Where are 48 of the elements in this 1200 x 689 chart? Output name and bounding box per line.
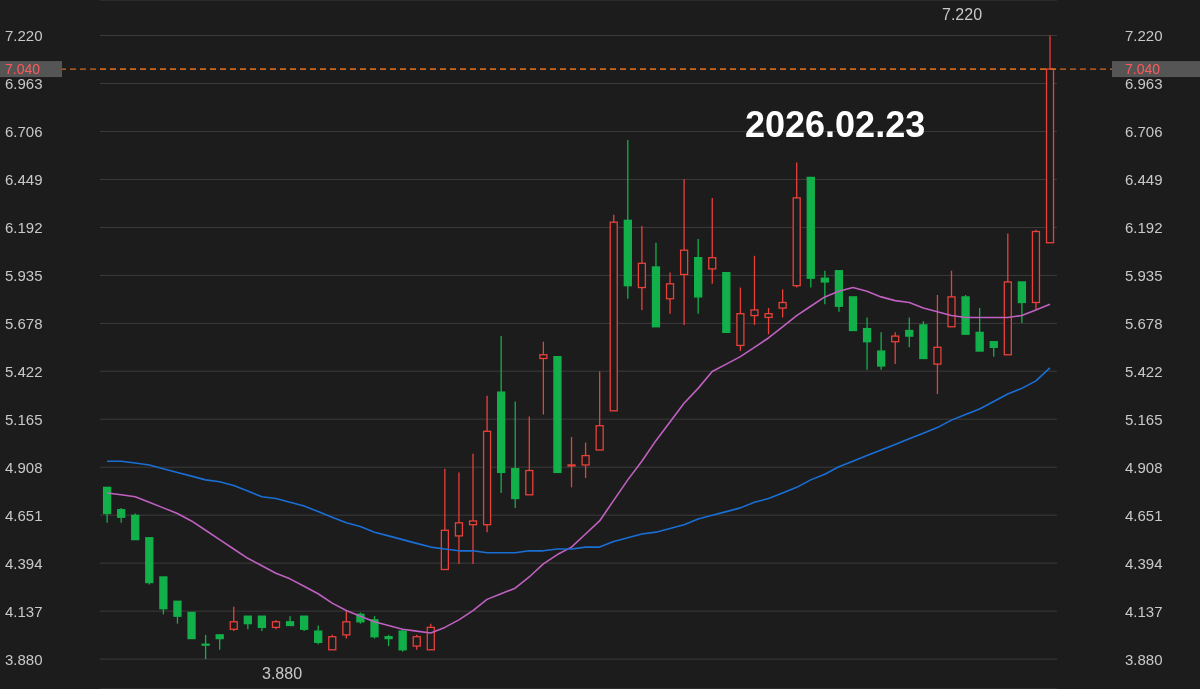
y2-tick-label: 4.651 [5,507,43,525]
candlestick [454,471,464,565]
y2-tick-label: 5.678 [5,315,43,333]
candlestick [665,271,675,315]
y2-tick-label: 5.422 [5,363,43,381]
y2-tick-label: 4.908 [5,459,43,477]
y2-tick-label: 6.449 [5,171,43,189]
y2-tick-label: 4.137 [5,603,43,621]
candlestick [567,436,576,488]
y-tick-label: 5.422 [1125,363,1163,381]
candlestick [482,395,492,533]
y-tick-label: 4.394 [1125,555,1163,573]
y2-tick-label: 3.880 [5,651,43,669]
candlestick [862,316,872,371]
y2-tick-label: 6.706 [5,123,43,141]
candlestick [637,225,647,311]
y-tick-label: 4.651 [1125,507,1163,525]
y2-tick-label: 6.963 [5,75,43,93]
candlestick [1031,229,1041,311]
y-tick-label: 5.165 [1125,411,1163,429]
y-tick-label: 4.137 [1125,603,1163,621]
y2-tick-label: 5.935 [5,267,43,285]
y-tick-label: 6.192 [1125,219,1163,237]
ref-line-label: 7.040 [5,61,41,78]
y-tick-label: 6.449 [1125,171,1163,189]
candlestick [876,331,886,371]
candlestick [497,335,506,494]
annotation: 3.880 [262,665,303,683]
y-tick-label: 6.706 [1125,123,1163,141]
y2-tick-label: 4.394 [5,555,43,573]
y-tick-label: 7.220 [1125,27,1163,45]
y2-tick-label: 5.165 [5,411,43,429]
y2-tick-label: 6.192 [5,219,43,237]
annotation: 2026.02.23 [745,104,926,146]
candlestick [792,161,801,289]
candlestick [933,294,942,395]
candlestick [468,453,478,565]
y-tick-label: 5.935 [1125,267,1163,285]
candlestick [271,619,281,630]
y-tick-label: 4.908 [1125,459,1163,477]
text: 7.040 [1125,61,1161,78]
y-tick-label: 3.880 [1125,651,1163,669]
y-tick-label: 6.963 [1125,75,1163,93]
y2-tick-label: 7.220 [5,27,43,45]
candlestick [679,178,689,326]
annotation: 7.220 [942,6,983,24]
y-tick-label: 5.678 [1125,315,1163,333]
line-series [106,367,1051,554]
